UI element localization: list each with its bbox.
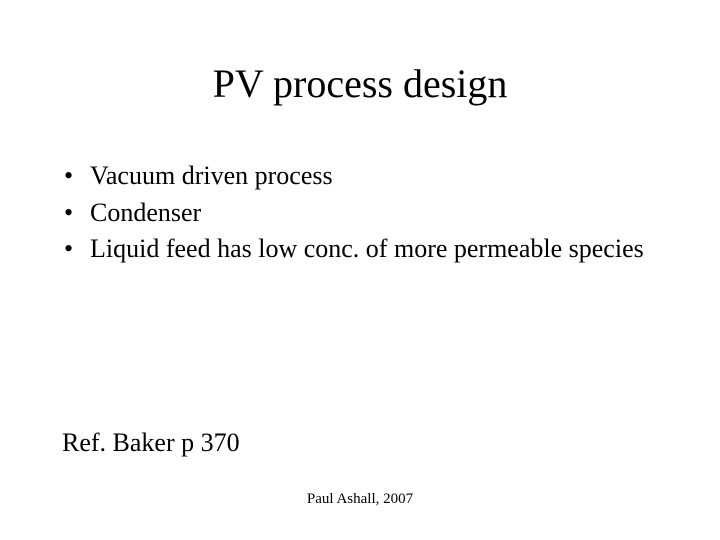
footer-text: Paul Ashall, 2007 [0,491,720,508]
list-item: Condenser [62,197,662,230]
list-item: Vacuum driven process [62,160,662,193]
slide: PV process design Vacuum driven process … [0,0,720,540]
bullet-list: Vacuum driven process Condenser Liquid f… [62,160,662,270]
slide-title: PV process design [0,60,720,107]
list-item: Liquid feed has low conc. of more permea… [62,233,662,266]
reference-text: Ref. Baker p 370 [62,428,240,458]
